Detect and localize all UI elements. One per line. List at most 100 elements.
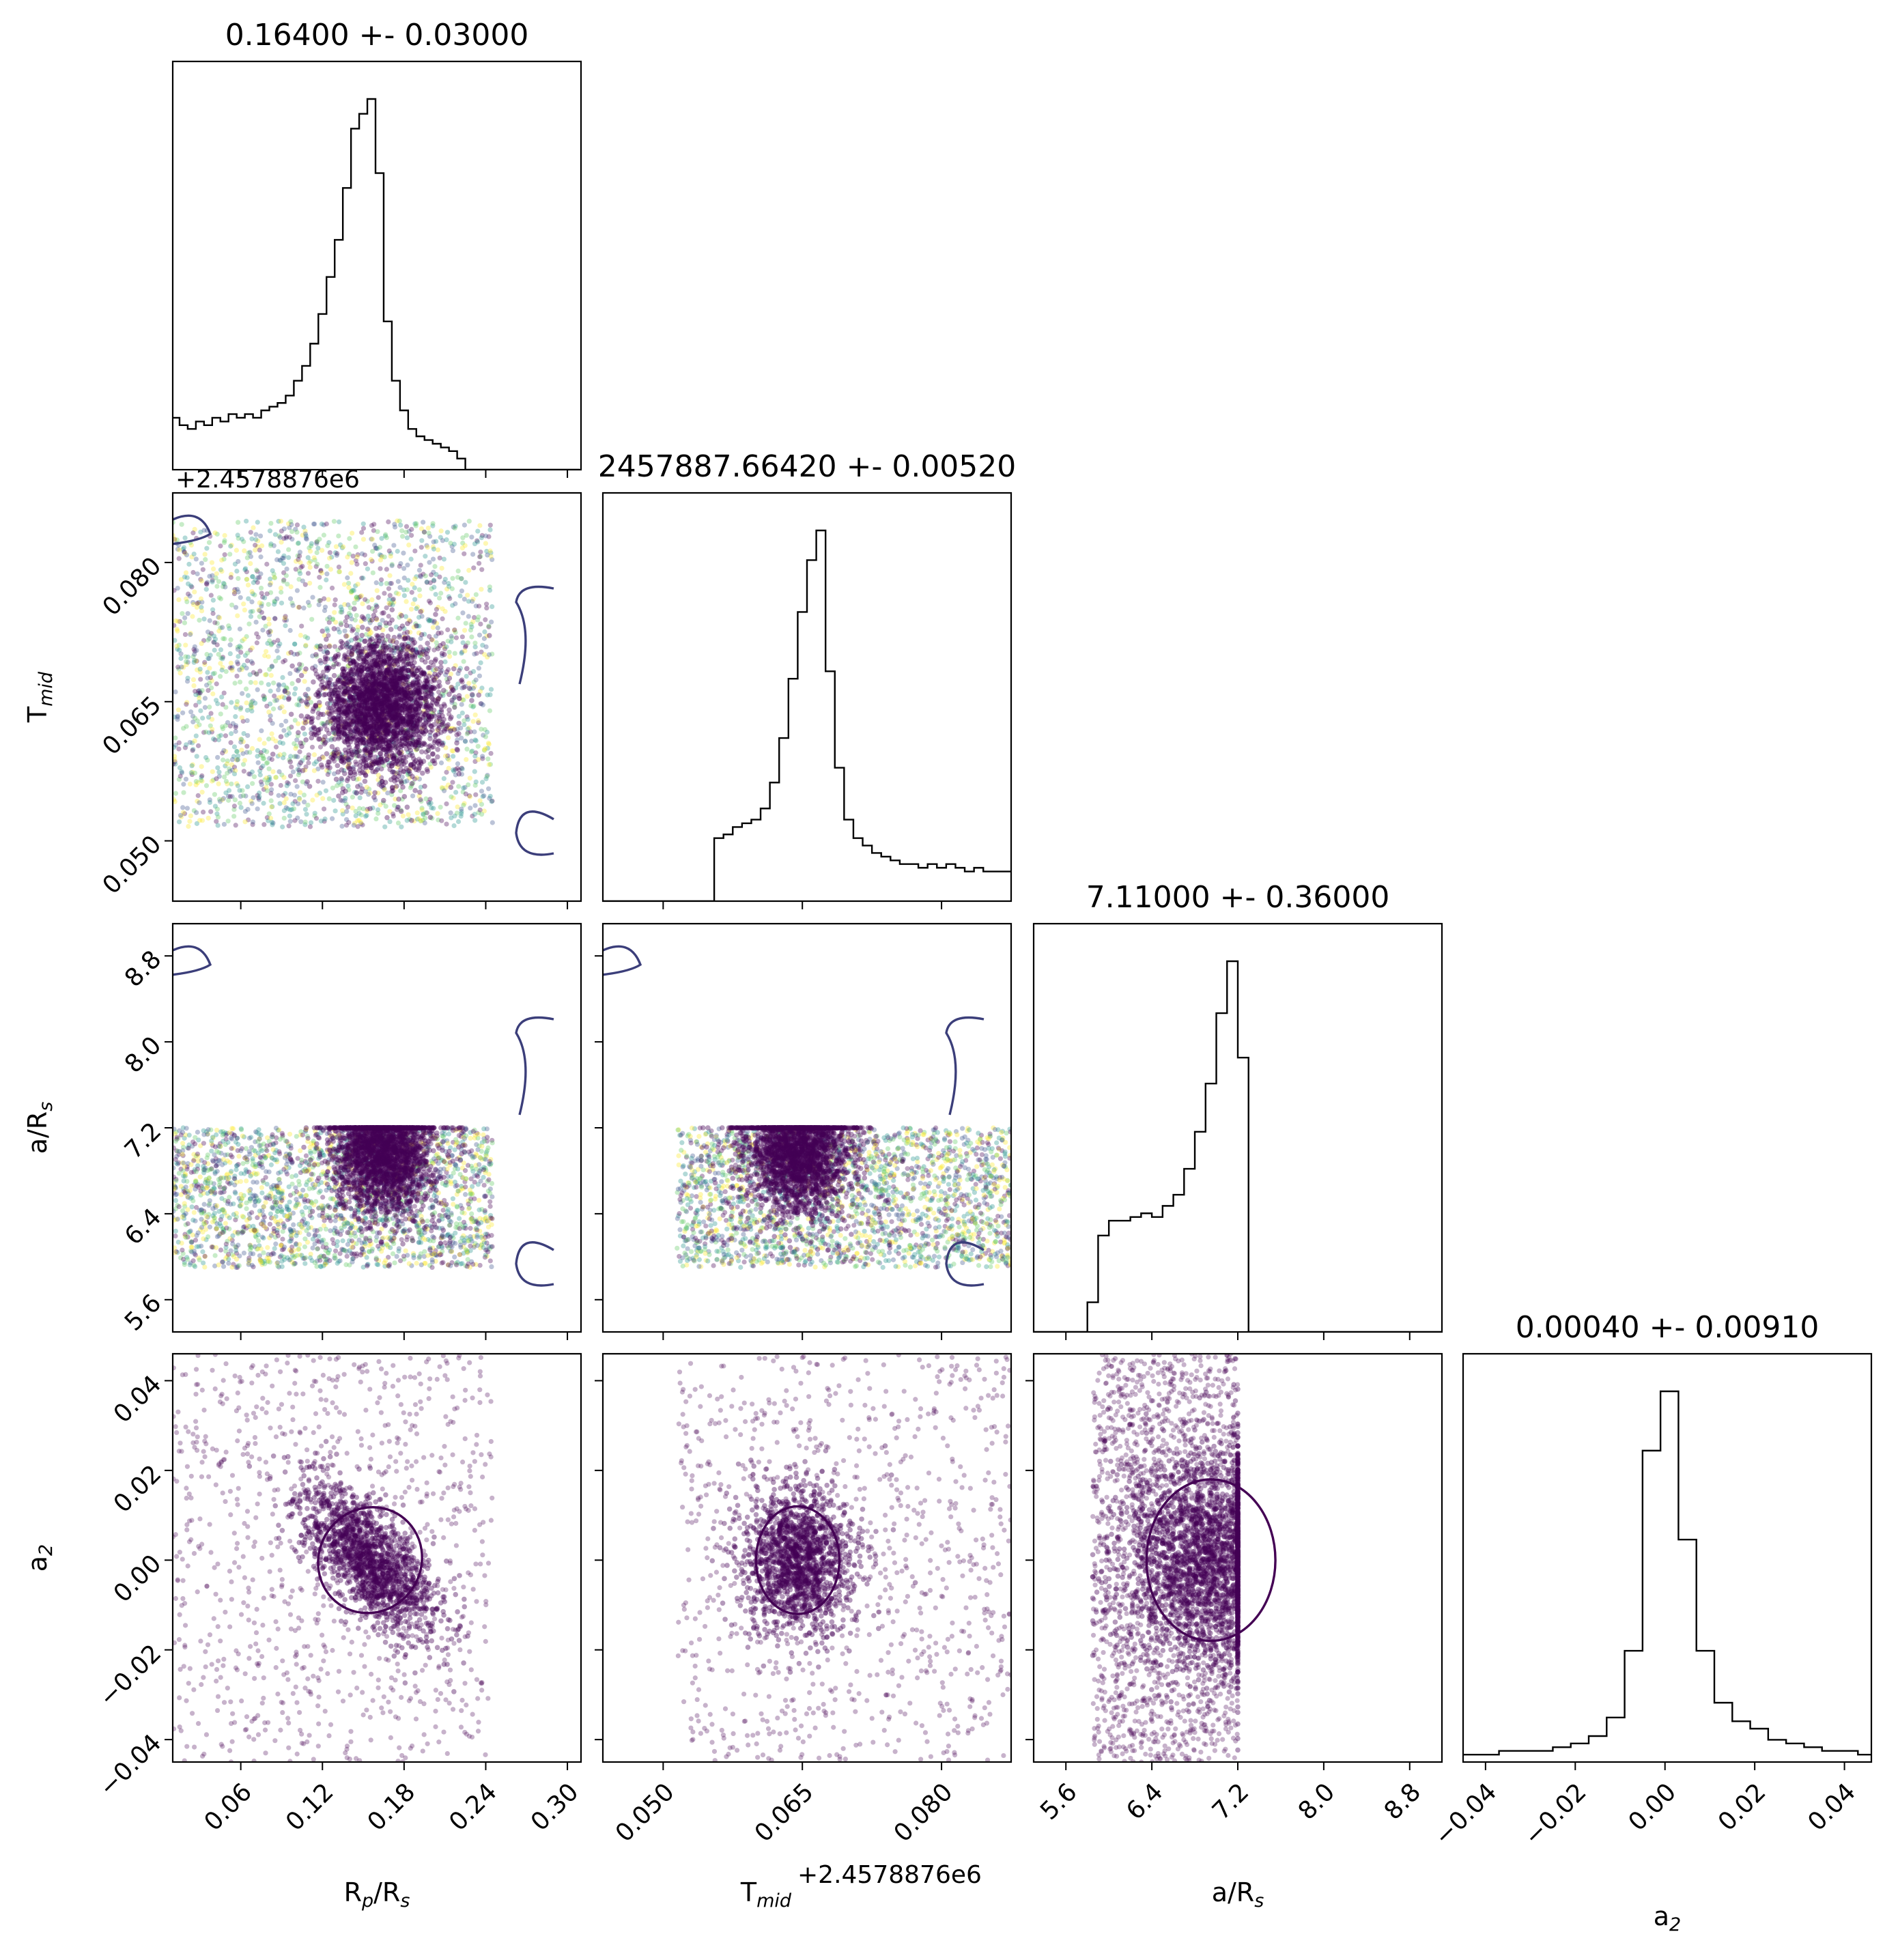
scatter-point [315,644,321,650]
scatter-point [399,758,404,765]
scatter-point [237,788,242,793]
scatter-point [391,655,396,661]
scatter-point [434,644,440,650]
scatter-point [407,752,413,758]
scatter-point [285,521,292,526]
scatter-point [381,650,386,655]
scatter-point [280,824,285,829]
scatter-point [439,565,444,571]
scatter-point [235,757,240,763]
scatter-point [261,694,268,700]
scatter-point [216,773,222,779]
scatter-point [412,654,418,660]
scatter-point [179,770,185,776]
scatter-point [182,811,188,816]
scatter-point [436,719,441,724]
scatter-point [342,685,348,691]
scatter-point [478,549,483,555]
scatter-point [204,545,210,551]
scatter-point [249,799,254,804]
scatter-point [282,688,288,694]
scatter-point [321,721,326,726]
scatter-point [369,636,375,642]
scatter-point [268,629,274,634]
scatter-point [216,733,222,739]
scatter-point [372,688,378,694]
scatter-point [279,722,284,728]
scatter-point [359,530,365,535]
scatter-point [326,692,332,697]
scatter-point [244,700,249,706]
scatter-point [455,575,461,580]
scatter-point [206,655,212,662]
scatter-point [440,740,446,745]
scatter-point [379,779,385,784]
scatter-point [221,821,227,827]
scatter-point [297,797,302,802]
scatter-point [328,567,333,572]
scatter-point [366,605,371,610]
scatter-point [248,679,253,685]
scatter-point [300,779,305,784]
scatter-point [408,606,414,612]
scatter-point [173,537,178,542]
scatter-point [427,670,432,676]
scatter-point [320,684,326,690]
scatter-point [249,645,255,651]
scatter-point [205,670,210,675]
scatter-point [329,743,335,750]
scatter-point [331,626,337,631]
scatter-point [367,703,373,709]
scatter-point [459,765,464,771]
scatter-point [287,757,292,763]
scatter-point [253,543,258,548]
scatter-point [340,697,345,703]
scatter-point [335,763,341,769]
scatter-point [331,519,337,524]
scatter-point [413,709,419,715]
scatter-point [373,745,380,750]
scatter-point [470,693,475,698]
scatter-point [233,724,238,730]
scatter-point [294,530,300,535]
scatter-point [399,528,405,534]
scatter-point [430,638,436,643]
scatter-point [427,617,432,623]
scatter-point [271,571,277,577]
scatter-point [214,584,220,589]
scatter-point [379,671,384,677]
scatter-point [254,640,259,646]
scatter-point [221,581,227,587]
scatter-point [358,821,364,827]
scatter-point [266,774,272,780]
scatter-point [401,636,407,642]
scatter-point [306,715,311,720]
scatter-point [488,687,494,692]
scatter-point [229,668,235,673]
scatter-point [384,581,389,586]
scatter-point [337,569,342,575]
scatter-point [466,614,471,619]
scatter-point [242,653,248,658]
scatter-point [295,801,301,806]
scatter-point [199,818,206,823]
scatter-point [378,553,384,558]
scatter-point [173,714,177,720]
scatter-point [452,525,457,531]
scatter-point [324,751,330,756]
scatter-point [355,750,360,755]
scatter-point [342,724,348,730]
scatter-point [343,801,349,807]
scatter-point [321,806,327,812]
scatter-point [218,711,223,717]
scatter-point [470,597,476,602]
scatter-point [358,651,364,657]
scatter-point [234,659,240,665]
scatter-point [373,580,379,586]
scatter-point [335,647,341,653]
scatter-point [459,697,466,702]
scatter-point [268,782,274,787]
scatter-point [411,726,416,732]
scatter-point [374,588,380,593]
